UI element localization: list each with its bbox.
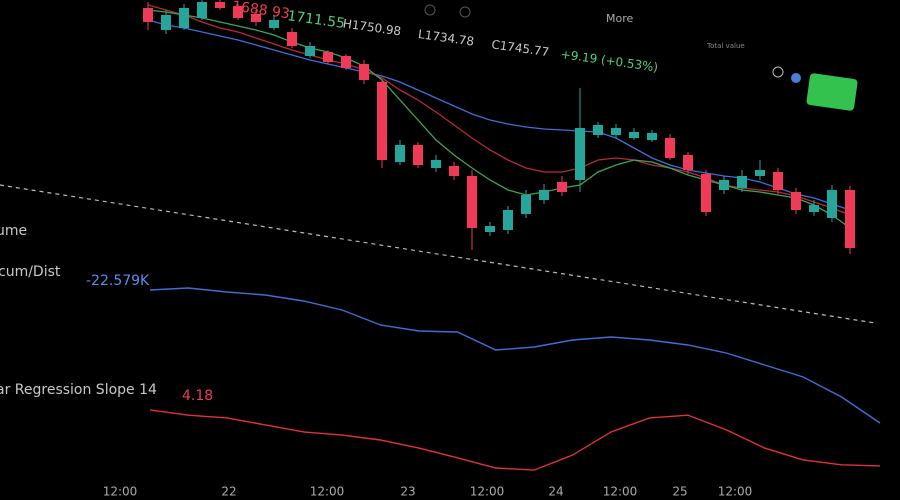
slope-value: 4.18 [182,388,213,404]
candle-body [449,166,459,176]
candle-body [809,205,819,212]
candle-body [845,190,855,248]
candle-body [359,64,369,80]
moving-average [147,4,851,216]
total-label: Total value [706,42,745,50]
candle-body [647,133,657,140]
candle-body [791,192,801,210]
indicator-line [149,409,881,471]
wallet-button[interactable] [806,73,858,111]
trend-line [0,184,876,324]
candle-body [377,82,387,160]
menu[interactable]: More [606,12,634,25]
icon[interactable] [772,66,784,78]
ad-value: -22.579K [86,273,150,289]
last-price: 1711.55 [286,8,346,32]
candle-body [539,190,549,200]
candle-body [467,176,477,228]
time-label: 12:00 [310,485,345,499]
icon[interactable] [791,73,801,83]
candle-body [575,128,585,180]
candle-body [305,46,315,56]
candle-body [611,128,621,135]
icon[interactable] [424,4,436,16]
moving-average [147,19,851,211]
candle-body [683,155,693,170]
candle-body [431,160,441,168]
candle-body [773,172,783,190]
time-label: 12:00 [103,485,138,499]
candle-body [665,138,675,158]
candle-body [827,190,837,218]
candle-body [215,2,225,8]
candle-body [737,176,747,188]
candle-body [485,226,495,232]
candle-body [287,32,297,46]
time-label: 12:00 [718,485,753,499]
time-label: 12:00 [603,485,638,499]
candle-body [197,2,207,18]
slope-label: ar Regression Slope 14 [0,382,157,398]
time-label: 22 [221,485,236,499]
volume-label: ume [0,223,27,239]
time-label: 24 [548,485,563,499]
candle-body [629,132,639,138]
moving-average [147,9,851,229]
indicator-line [149,287,881,424]
time-label: 12:00 [470,485,505,499]
ad-label: cum/Dist [0,264,61,280]
settings-icon[interactable] [459,6,471,18]
candle-body [593,125,603,135]
candle-body [251,14,261,22]
candle-body [395,145,405,162]
candle-body [521,195,531,214]
candle-body [269,20,279,28]
candle-body [755,170,765,176]
candle-body [503,210,513,230]
candle-body [341,56,351,68]
candle-body [413,145,423,165]
candle-body [719,180,729,190]
time-label: 23 [400,485,415,499]
candle-body [323,52,333,62]
candle-body [143,8,153,22]
candle-body [161,15,171,30]
candle-body [701,174,711,212]
candle-body [557,182,567,192]
candle-body [233,6,243,18]
candle-body [179,8,189,28]
time-label: 25 [672,485,687,499]
